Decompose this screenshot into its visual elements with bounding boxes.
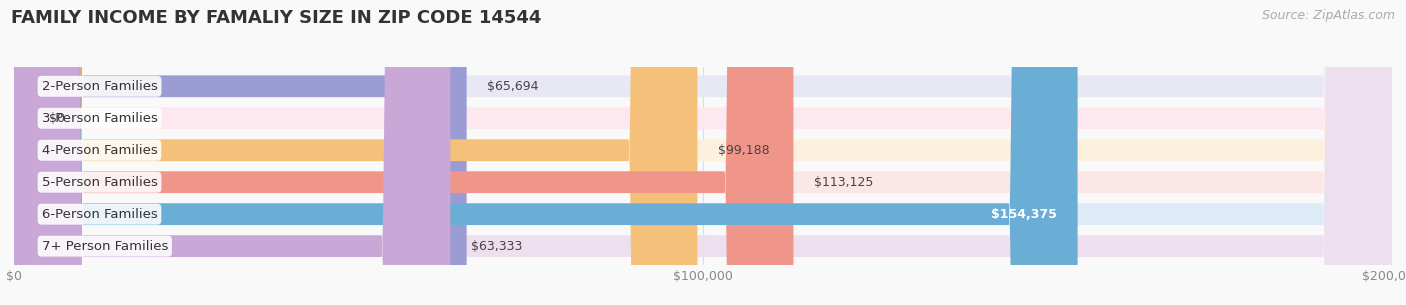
Text: 5-Person Families: 5-Person Families bbox=[42, 176, 157, 189]
FancyBboxPatch shape bbox=[14, 0, 1392, 305]
Text: 2-Person Families: 2-Person Families bbox=[42, 80, 157, 93]
Text: 7+ Person Families: 7+ Person Families bbox=[42, 240, 167, 253]
FancyBboxPatch shape bbox=[14, 0, 1392, 305]
Text: $154,375: $154,375 bbox=[991, 208, 1057, 221]
Text: Source: ZipAtlas.com: Source: ZipAtlas.com bbox=[1261, 9, 1395, 22]
FancyBboxPatch shape bbox=[14, 0, 1392, 305]
Text: 6-Person Families: 6-Person Families bbox=[42, 208, 157, 221]
Text: $0: $0 bbox=[48, 112, 65, 125]
Text: 3-Person Families: 3-Person Families bbox=[42, 112, 157, 125]
FancyBboxPatch shape bbox=[14, 0, 1392, 305]
Text: $65,694: $65,694 bbox=[488, 80, 538, 93]
Text: 4-Person Families: 4-Person Families bbox=[42, 144, 157, 157]
FancyBboxPatch shape bbox=[14, 0, 467, 305]
FancyBboxPatch shape bbox=[14, 0, 793, 305]
Text: $63,333: $63,333 bbox=[471, 240, 523, 253]
FancyBboxPatch shape bbox=[14, 0, 697, 305]
FancyBboxPatch shape bbox=[14, 0, 1392, 305]
FancyBboxPatch shape bbox=[14, 0, 450, 305]
Text: $99,188: $99,188 bbox=[718, 144, 769, 157]
Text: FAMILY INCOME BY FAMALIY SIZE IN ZIP CODE 14544: FAMILY INCOME BY FAMALIY SIZE IN ZIP COD… bbox=[11, 9, 541, 27]
FancyBboxPatch shape bbox=[14, 0, 1077, 305]
Text: $113,125: $113,125 bbox=[814, 176, 873, 189]
FancyBboxPatch shape bbox=[14, 0, 1392, 305]
